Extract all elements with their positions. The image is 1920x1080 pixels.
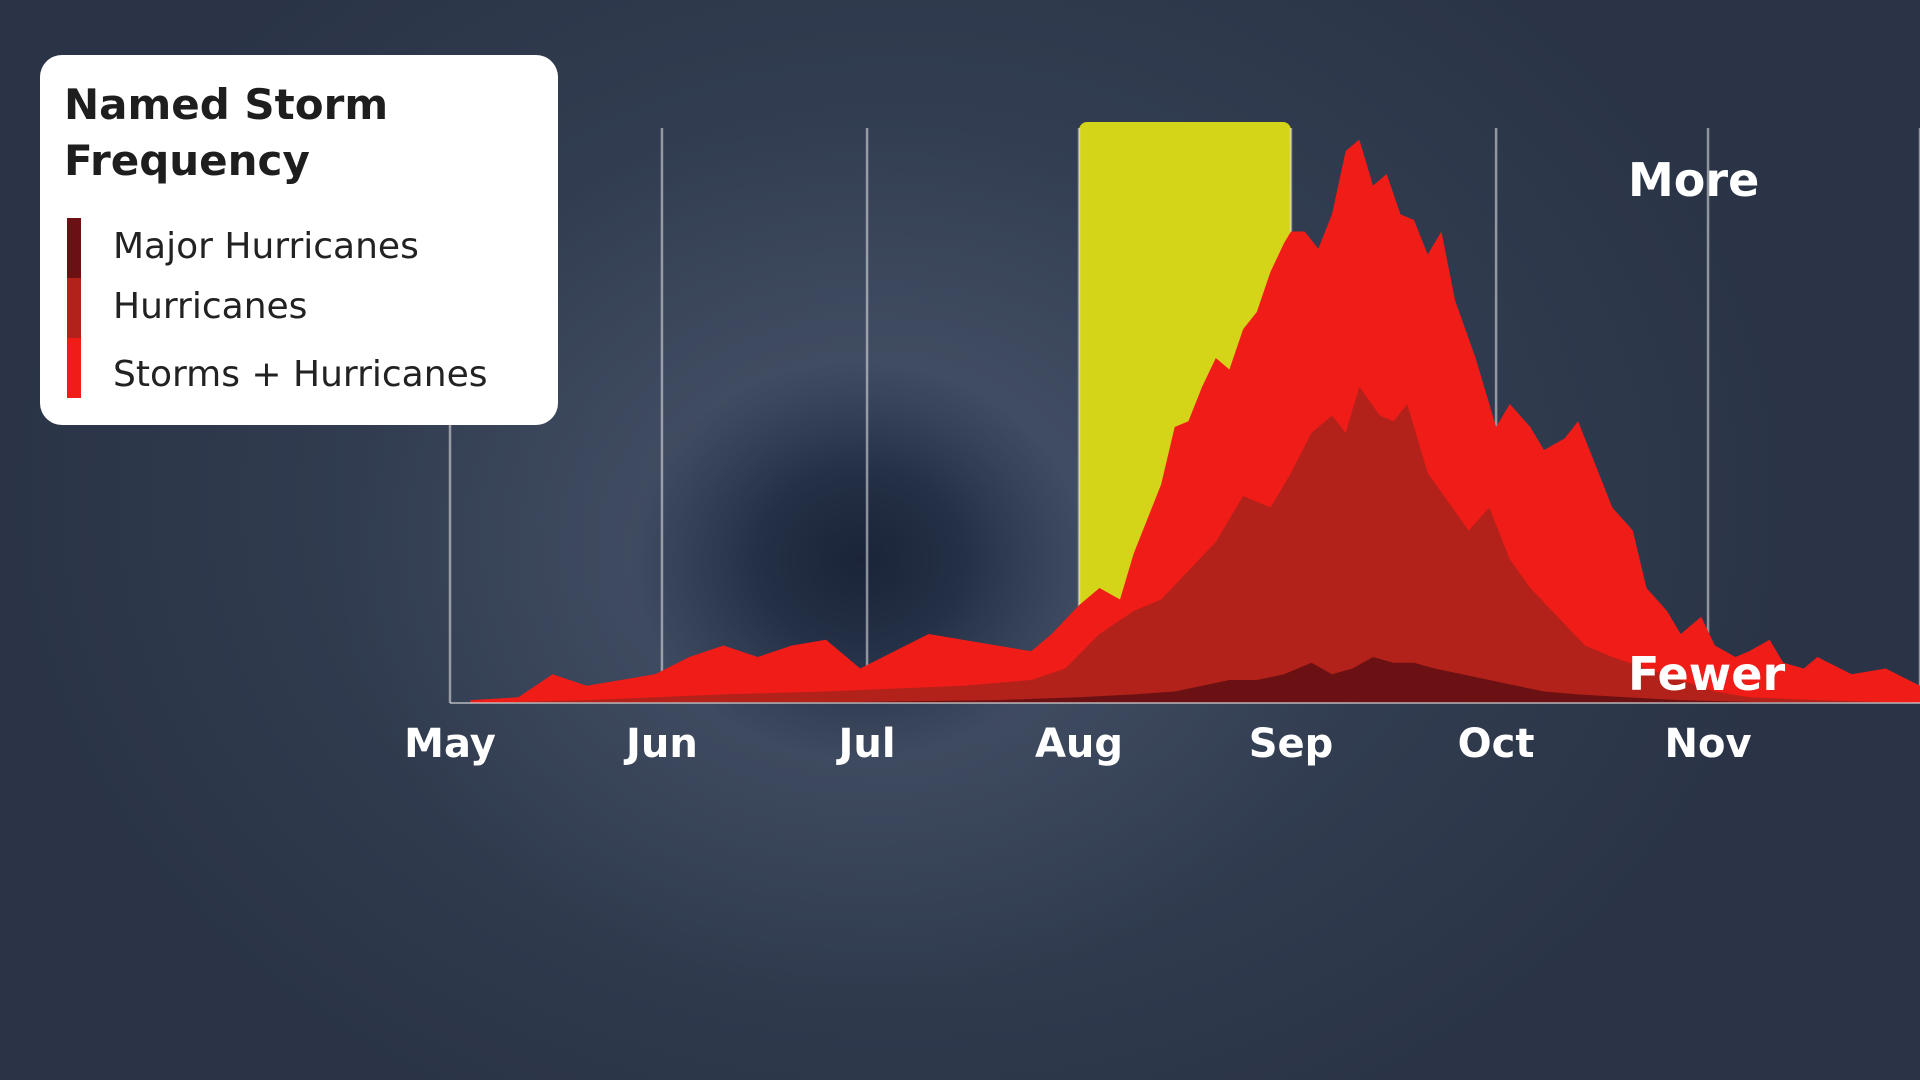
legend-title: Named Storm Frequency <box>64 77 558 189</box>
legend-title-line2: Frequency <box>64 136 310 185</box>
legend-panel: Named Storm Frequency Major Hurricanes H… <box>40 55 558 425</box>
series-area-major-hurricanes <box>470 657 1920 703</box>
tick-label-oct: Oct <box>1458 721 1535 767</box>
legend-label-storms-hurricanes: Storms + Hurricanes <box>113 354 488 395</box>
tick-label-jul: Jul <box>836 721 896 767</box>
legend-item-hurricanes: Hurricanes <box>67 278 537 338</box>
tick-label-may: May <box>404 721 496 767</box>
more-label: More <box>1628 153 1759 207</box>
legend-item-storms-hurricanes: Storms + Hurricanes <box>67 338 537 398</box>
legend-title-line1: Named Storm <box>64 80 389 129</box>
series-area-storms-hurricanes <box>470 139 1920 703</box>
fewer-label: Fewer <box>1628 647 1785 701</box>
tick-label-nov: Nov <box>1665 721 1752 767</box>
hurricanes-swatch <box>67 278 81 338</box>
series-area-hurricanes <box>470 386 1920 703</box>
legend-item-major-hurricanes: Major Hurricanes <box>67 218 537 278</box>
legend-label-major-hurricanes: Major Hurricanes <box>113 226 419 267</box>
tick-label-aug: Aug <box>1035 721 1123 767</box>
storms-hurricanes-swatch <box>67 338 81 398</box>
tick-label-sep: Sep <box>1249 721 1334 767</box>
major-hurricanes-swatch <box>67 218 81 278</box>
tick-label-jun: Jun <box>623 721 698 767</box>
legend-label-hurricanes: Hurricanes <box>113 286 308 327</box>
